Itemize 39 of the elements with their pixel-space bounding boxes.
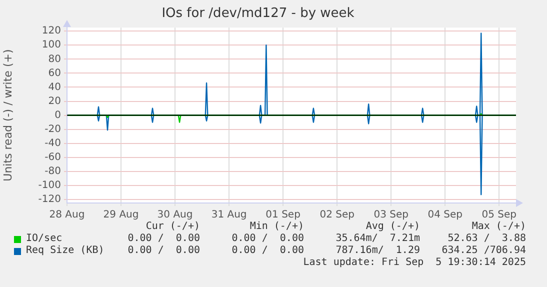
text: Avg (-/+) [366, 221, 420, 233]
x-tick-label: 01 Sep [266, 210, 300, 221]
y-tick-label: -120 [38, 194, 61, 206]
y-tick-label: 20 [48, 96, 61, 107]
text: 787.16m/ 1.29 [336, 245, 420, 257]
text: 52.63 / 3.88 [448, 233, 526, 245]
x-tick-label: 28 Aug [49, 210, 85, 221]
text: 35.64m/ 7.21m [336, 233, 420, 245]
text: 0.00 / 0.00 [128, 245, 200, 257]
x-tick-label: 03 Sep [374, 210, 408, 221]
legend-label: IO/sec [26, 233, 62, 245]
text: Min (-/+) [250, 221, 304, 233]
x-tick-label: 30 Aug [157, 210, 193, 221]
y-tick-label: 60 [48, 68, 61, 79]
y-tick-label: 120 [42, 26, 61, 37]
chart-title: IOs for /dev/md127 - by week [162, 6, 355, 22]
text: Cur (-/+) [146, 221, 200, 233]
y-tick-label: -100 [38, 180, 61, 192]
text: 0.00 / 0.00 [232, 245, 304, 257]
y-axis-title: Units read (-) / write (+) [1, 49, 14, 182]
y-tick-label: 100 [42, 40, 61, 51]
text: 0.00 / 0.00 [128, 233, 200, 245]
y-tick-label: 0 [54, 110, 61, 121]
x-tick-label: 02 Sep [320, 210, 354, 221]
y-tick-label: -80 [44, 166, 61, 178]
y-tick-label: 40 [48, 82, 61, 93]
x-tick-label: 04 Sep [428, 210, 462, 221]
text: 634.25 /706.94 [442, 245, 526, 257]
text: Last update: Fri Sep 5 19:30:14 2025 [303, 257, 526, 269]
x-tick-label: 31 Aug [211, 210, 247, 221]
y-tick-label: -60 [44, 152, 61, 163]
text: 0.00 / 0.00 [232, 233, 304, 245]
text: Max (-/+) [472, 221, 526, 233]
x-tick-label: 29 Aug [103, 210, 139, 221]
y-tick-label: 80 [48, 54, 61, 65]
legend-label: Req Size (KB) [26, 245, 104, 257]
y-tick-label: -40 [44, 138, 61, 149]
x-tick-label: 05 Sep [482, 210, 517, 221]
y-tick-label: -20 [44, 124, 61, 135]
